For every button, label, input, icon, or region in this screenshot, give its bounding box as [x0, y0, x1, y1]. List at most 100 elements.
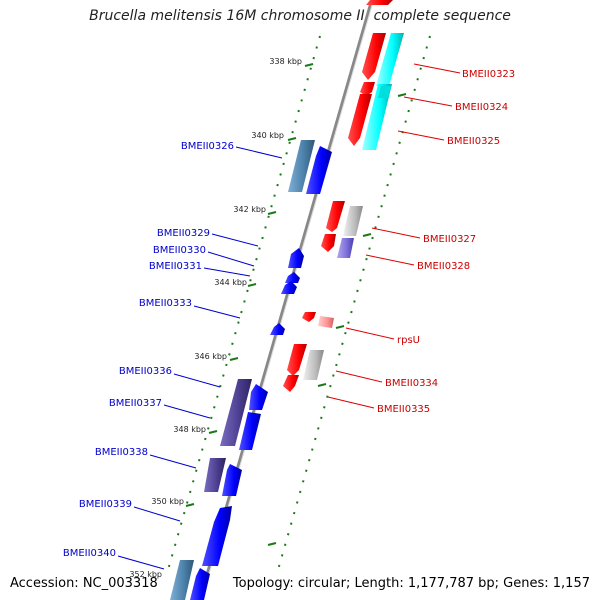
gene-label[interactable]: BMEII0335	[377, 404, 430, 415]
gene-label[interactable]: BMEII0327	[423, 234, 476, 245]
gene-arrow-rpsu[interactable]	[302, 312, 316, 322]
kbp-tick-label: 344 kbp	[214, 278, 247, 287]
gene-arrow-bmeii0338[interactable]	[222, 464, 242, 496]
gene-arrow-bmeii0327[interactable]	[326, 201, 345, 232]
kbp-tick-label: 348 kbp	[173, 425, 206, 434]
genome-backbone-highlight	[201, 0, 374, 600]
right-gene-labels: BMEII0323 BMEII0324 BMEII0325 BMEII0327 …	[327, 63, 515, 415]
kbp-minor-tick	[317, 383, 327, 387]
callout-line	[365, 254, 415, 266]
gene-arrow-rpsu-pink[interactable]	[318, 316, 334, 328]
map-title: Brucella melitensis 16M chromosome II, c…	[89, 8, 511, 24]
callout-line	[235, 146, 283, 159]
kbp-minor-tick	[397, 93, 407, 97]
topology-label: Topology: circular; Length: 1,177,787 bp…	[232, 576, 590, 591]
gene-label[interactable]: BMEII0336	[119, 366, 172, 377]
callout-line	[345, 327, 395, 340]
kbp-tick-mark	[287, 137, 297, 141]
gene-arrow-bmeii0323-cyan[interactable]	[376, 33, 404, 86]
callout-line	[335, 370, 383, 383]
gene-label[interactable]: BMEII0325	[447, 136, 500, 147]
kbp-tick-label: 346 kbp	[194, 352, 227, 361]
kbp-tick-mark	[304, 63, 314, 67]
kbp-tick-mark	[247, 283, 257, 287]
callout-line	[327, 396, 375, 409]
callout-line	[149, 454, 197, 469]
gene-arrow-bmeii0340[interactable]	[190, 568, 210, 600]
gene-arrow-bmeii0329[interactable]	[288, 248, 304, 268]
gene-label[interactable]: BMEII0331	[149, 261, 202, 272]
gene-arrow-bmeii0335[interactable]	[283, 375, 299, 392]
kbp-tick-label: 338 kbp	[269, 57, 302, 66]
kbp-tick-label: 350 kbp	[151, 497, 184, 506]
forward-strand-features	[283, 0, 404, 392]
gene-arrow-bmeii0330[interactable]	[285, 272, 300, 283]
kbp-tick-label: 340 kbp	[251, 131, 284, 140]
gene-arrow-bmeii0334-grey[interactable]	[303, 350, 324, 380]
callout-line	[173, 373, 221, 388]
gene-label[interactable]: BMEII0326	[181, 141, 234, 152]
gene-label[interactable]: BMEII0337	[109, 398, 162, 409]
callout-line	[371, 227, 421, 239]
gene-arrow-bmeii0328-violet[interactable]	[337, 238, 354, 258]
kbp-tick-label: 342 kbp	[233, 205, 266, 214]
gene-label[interactable]: BMEII0339	[79, 499, 132, 510]
kbp-tick-mark	[185, 503, 195, 507]
left-gene-labels: BMEII0326 BMEII0329 BMEII0330 BMEII0331 …	[63, 141, 283, 570]
gene-label[interactable]: BMEII0334	[385, 378, 438, 389]
gene-arrow-bmeii0336[interactable]	[249, 384, 268, 410]
gene-arrow-bmeii0326[interactable]	[306, 146, 332, 194]
kbp-scale: 338 kbp 340 kbp 342 kbp 344 kbp 346 kbp …	[129, 57, 407, 579]
gene-arrow-bmeii0336-indigo[interactable]	[220, 379, 252, 446]
gene-arrow-bmeii0328[interactable]	[321, 234, 336, 252]
gene-arrow-bmeii0337[interactable]	[239, 412, 261, 450]
callout-line	[403, 96, 453, 107]
gene-arrow-bmeii0324[interactable]	[348, 94, 372, 146]
gene-arrow-bmeii0331[interactable]	[281, 281, 297, 294]
reverse-strand-features	[170, 140, 332, 600]
callout-line	[211, 233, 259, 247]
callout-line	[413, 63, 461, 74]
gene-arrow-small[interactable]	[360, 82, 375, 96]
gene-arrow[interactable]	[366, 0, 393, 5]
left-strand-dotted-line	[167, 35, 321, 571]
gene-label[interactable]: BMEII0333	[139, 298, 192, 309]
gene-label[interactable]: BMEII0323	[462, 69, 515, 80]
gene-arrow-bmeii0324-cyan[interactable]	[362, 84, 392, 150]
gene-label[interactable]: BMEII0324	[455, 102, 508, 113]
gene-arrow-bmeii0333[interactable]	[270, 323, 285, 335]
callout-line	[117, 555, 165, 570]
gene-label[interactable]: BMEII0330	[153, 245, 206, 256]
kbp-tick-mark	[267, 211, 277, 215]
gene-arrow-bmeii0326-slate[interactable]	[288, 140, 315, 192]
genome-backbone	[198, 0, 374, 600]
gene-label[interactable]: BMEII0329	[157, 228, 210, 239]
kbp-tick-mark	[229, 357, 239, 361]
gene-label[interactable]: BMEII0338	[95, 447, 148, 458]
accession-label: Accession: NC_003318	[10, 576, 158, 591]
right-strand-dotted-line	[277, 35, 431, 571]
kbp-minor-tick	[362, 233, 372, 237]
gene-arrow-bmeii0327-grey[interactable]	[343, 206, 363, 236]
kbp-tick-mark	[208, 430, 218, 434]
callout-line	[203, 267, 251, 277]
callout-line	[163, 404, 211, 419]
gene-arrow-bmeii0340-slate[interactable]	[170, 560, 194, 600]
gene-label[interactable]: rpsU	[397, 335, 420, 346]
gene-arrow-bmeii0339[interactable]	[202, 506, 232, 566]
kbp-tick-label: 352 kbp	[129, 570, 162, 579]
gene-label[interactable]: BMEII0340	[63, 548, 116, 559]
gene-arrow-bmeii0338-indigo[interactable]	[204, 458, 226, 492]
kbp-minor-tick	[335, 325, 345, 329]
callout-line	[133, 506, 181, 522]
callout-line	[397, 130, 445, 141]
gene-arrow-bmeii0323[interactable]	[362, 33, 386, 80]
gene-arrow-bmeii0334[interactable]	[287, 344, 307, 376]
gene-label[interactable]: BMEII0328	[417, 261, 470, 272]
callout-line	[193, 305, 241, 319]
kbp-minor-tick	[267, 542, 277, 546]
gene-arrow-cyan-cap[interactable]	[378, 86, 391, 98]
callout-line	[207, 251, 255, 267]
